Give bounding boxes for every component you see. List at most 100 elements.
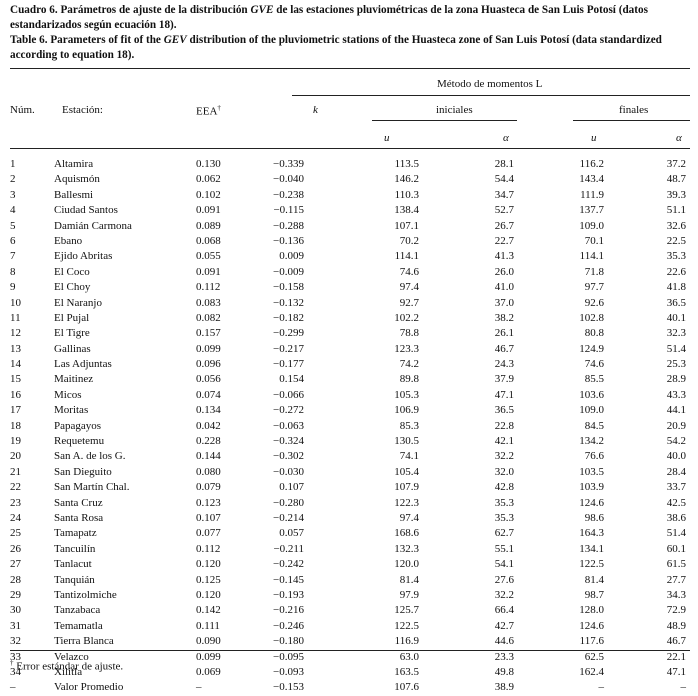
table-row: 19 Requetemu 0.228 −0.324 130.5 42.1 134.2 54.2 [0, 434, 698, 449]
u-final-value: 122.5 [579, 558, 604, 571]
alpha-initial-value: 66.4 [494, 604, 514, 617]
alpha-final-value: 22.1 [666, 650, 686, 663]
alpha-final-value: 48.7 [666, 173, 686, 186]
header-eea: EEA† [196, 104, 221, 118]
table-row: 10 El Naranjo 0.083 −0.132 92.7 37.0 92.6 36.5 [0, 296, 698, 311]
eea-value: 0.112 [196, 542, 221, 555]
footnote-text: Error estándar de ajuste. [13, 660, 124, 673]
alpha-final-value: 25.3 [666, 358, 686, 371]
caption-es-gve: GVE [250, 4, 274, 16]
row-number: 25 [10, 527, 21, 540]
station-name: Altamira [54, 158, 94, 170]
alpha-final-value: 28.4 [666, 465, 686, 478]
header-num: Núm. [10, 104, 35, 116]
row-number: 12 [10, 327, 21, 340]
header-k: k [313, 104, 318, 116]
k-value: −0.216 [273, 604, 304, 617]
u-final-value: 143.4 [579, 173, 604, 186]
eea-value: 0.055 [196, 250, 221, 263]
k-value: −0.180 [273, 635, 304, 648]
row-number: 10 [10, 296, 21, 309]
eea-value: 0.083 [196, 296, 221, 309]
u-initial-value: 107.9 [394, 481, 419, 494]
k-value: −0.324 [273, 435, 304, 448]
row-number: 14 [10, 358, 21, 371]
eea-value: 0.130 [196, 158, 221, 170]
row-number: 1 [10, 158, 16, 170]
k-value: −0.153 [273, 681, 304, 694]
alpha-initial-value: 26.7 [494, 219, 514, 232]
alpha-initial-value: 52.7 [494, 204, 514, 217]
alpha-initial-value: 27.6 [494, 573, 514, 586]
station-name: Tancuilín [54, 542, 96, 555]
u-final-value: 124.6 [579, 496, 604, 509]
station-name: Ebano [54, 234, 83, 247]
row-number: 19 [10, 435, 21, 448]
station-name: San Martín Chal. [54, 481, 130, 494]
alpha-initial-value: 22.8 [494, 419, 514, 432]
eea-value: 0.157 [196, 327, 221, 340]
eea-value: 0.102 [196, 188, 221, 201]
u-final-value: 137.7 [579, 204, 604, 217]
row-number: 24 [10, 511, 21, 524]
station-name: Ballesmi [54, 188, 94, 201]
table-row: 32 Tierra Blanca 0.090 −0.180 116.9 44.6 117.6… [0, 634, 698, 649]
header-station: Estación: [62, 104, 103, 116]
alpha-final-value: 28.9 [666, 373, 686, 386]
u-initial-value: 125.7 [394, 604, 419, 617]
row-number: 8 [10, 265, 16, 278]
station-name: San Dieguito [54, 465, 112, 478]
alpha-initial-value: 38.2 [494, 311, 514, 324]
k-value: −0.211 [273, 542, 304, 555]
u-initial-value: 107.1 [394, 219, 419, 232]
alpha-initial-value: 38.9 [494, 681, 514, 694]
alpha-final-value: 42.5 [666, 496, 686, 509]
u-initial-value: 81.4 [399, 573, 419, 586]
u-final-value: 98.6 [584, 511, 604, 524]
table-row: 13 Gallinas 0.099 −0.217 123.3 46.7 124.9 51.4 [0, 342, 698, 357]
eea-value: 0.042 [196, 419, 221, 432]
alpha-initial-value: 42.1 [494, 435, 514, 448]
caption-es-rest: de las estaciones pluviométricas de la z… [10, 4, 648, 31]
station-name: Ciudad Santos [54, 204, 118, 217]
k-value: −0.093 [273, 665, 304, 678]
u-final-value: 116.2 [579, 158, 604, 170]
k-value: −0.095 [273, 650, 304, 663]
eea-value: 0.079 [196, 481, 221, 494]
alpha-initial-value: 23.3 [494, 650, 514, 663]
eea-value: 0.142 [196, 604, 221, 617]
station-name: Las Adjuntas [54, 358, 112, 371]
u-final-value: 71.8 [584, 265, 604, 278]
alpha-final-value: 48.9 [666, 619, 686, 632]
u-initial-value: 138.4 [394, 204, 419, 217]
row-number: 18 [10, 419, 21, 432]
station-name: Maitinez [54, 373, 94, 386]
alpha-initial-value: 26.0 [494, 265, 514, 278]
station-name: Xilitla [54, 665, 83, 678]
eea-value: 0.077 [196, 527, 221, 540]
alpha-final-value: 34.3 [666, 588, 686, 601]
document-page: { "caption_es": { "lead": "Cuadro 6. Par… [0, 4, 698, 693]
k-value: −0.299 [273, 327, 304, 340]
table-row: 6 Ebano 0.068 −0.136 70.2 22.7 70.1 22.5 [0, 234, 698, 249]
table-row: 30 Tanzabaca 0.142 −0.216 125.7 66.4 128.0 72.9 [0, 603, 698, 618]
row-number: 31 [10, 619, 21, 632]
u-final-value: 103.5 [579, 465, 604, 478]
table-row: 16 Micos 0.074 −0.066 105.3 47.1 103.6 43.3 [0, 388, 698, 403]
u-final-value: 74.6 [584, 358, 604, 371]
k-value: −0.009 [273, 265, 304, 278]
row-number: 33 [10, 650, 21, 663]
table-row: 1 Altamira 0.130 −0.339 113.5 28.1 116.2 37.2 [0, 157, 698, 172]
alpha-initial-value: 32.2 [494, 450, 514, 463]
u-final-value: 81.4 [584, 573, 604, 586]
eea-value: 0.107 [196, 511, 221, 524]
u-final-value: 80.8 [584, 327, 604, 340]
alpha-initial-value: 37.9 [494, 373, 514, 386]
k-value: −0.177 [273, 358, 304, 371]
table-row: 27 Tanlacut 0.120 −0.242 120.0 54.1 122.5 61.5 [0, 557, 698, 572]
eea-value: 0.056 [196, 373, 221, 386]
u-initial-value: 92.7 [399, 296, 419, 309]
alpha-initial-value: 54.1 [494, 558, 514, 571]
table-row: 21 San Dieguito 0.080 −0.030 105.4 32.0 103.5 2… [0, 465, 698, 480]
initial-rule [372, 120, 517, 121]
